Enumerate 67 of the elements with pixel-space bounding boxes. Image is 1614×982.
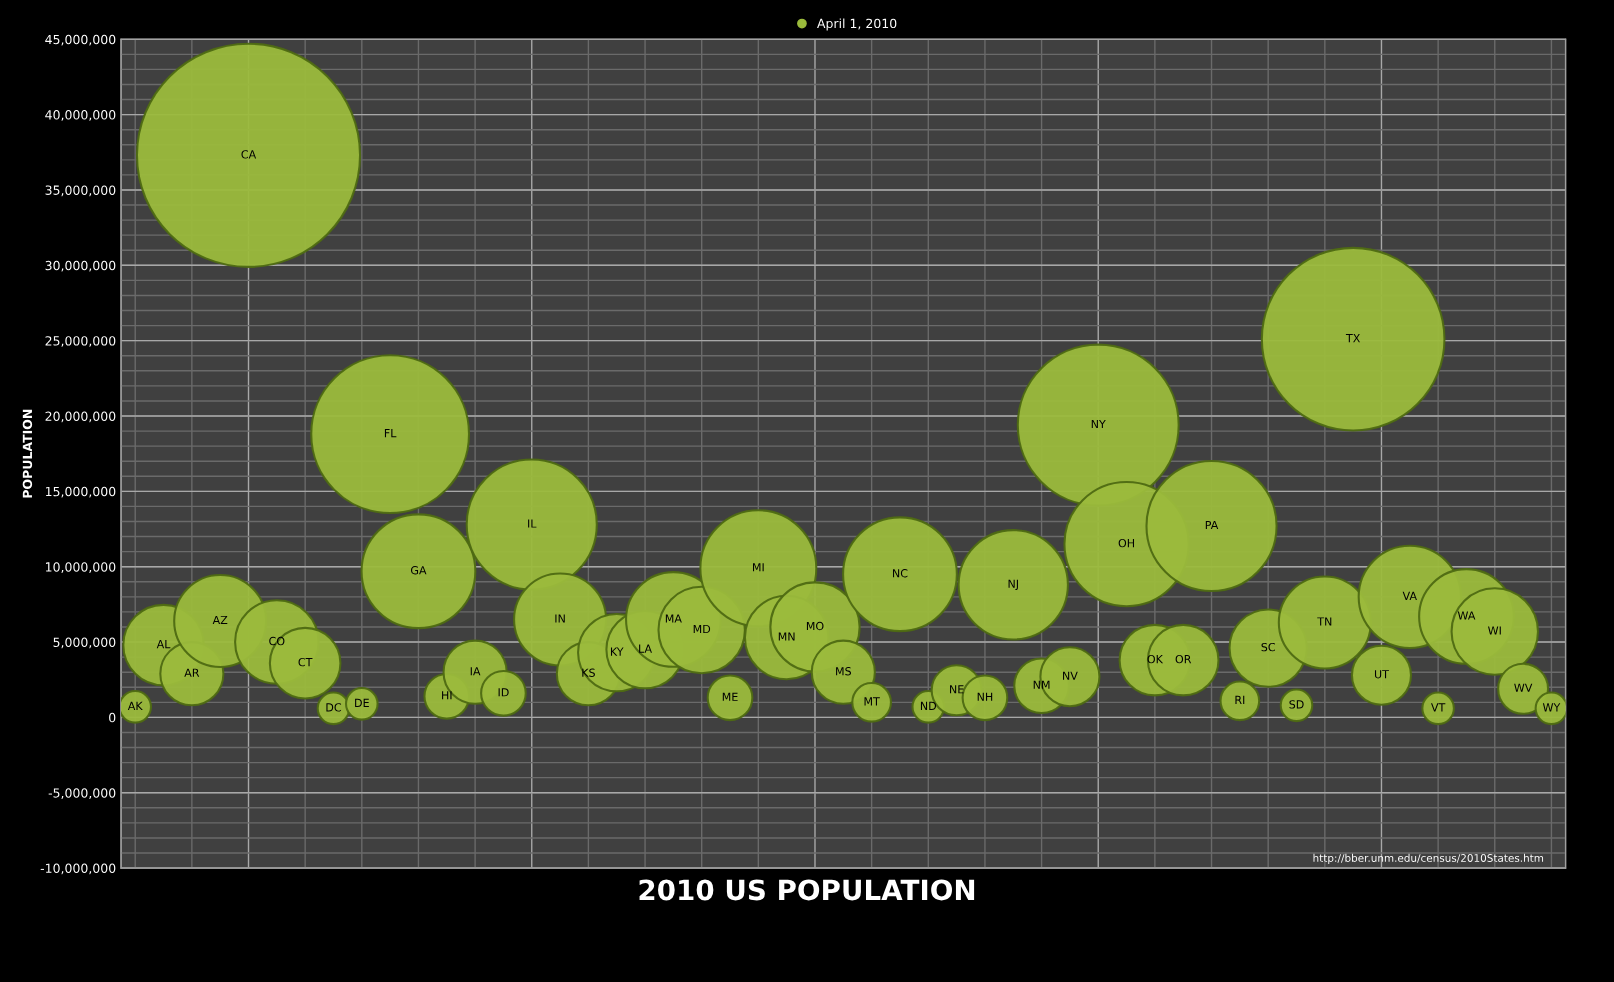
data-label: WI (1488, 626, 1501, 635)
data-label: PA (1205, 520, 1219, 530)
data-label: AK (127, 701, 143, 710)
data-label: NM (1033, 680, 1050, 689)
y-tick-label: 35,000,000 (45, 185, 116, 197)
data-label: WY (1542, 703, 1561, 712)
data-label: MS (836, 667, 852, 676)
data-label: MT (864, 697, 880, 706)
y-tick-label: -10,000,000 (40, 863, 116, 875)
data-label: AL (156, 640, 171, 649)
y-tick-label: 0 (109, 712, 116, 723)
data-label: ME (722, 692, 738, 701)
text: 2010 US POPULATION (639, 879, 975, 901)
data-label: WV (1514, 683, 1533, 692)
data-label: AR (184, 668, 200, 677)
data-label: ND (920, 701, 937, 710)
data-label: ID (498, 688, 509, 697)
data-label: KS (582, 668, 595, 677)
data-label: CA (241, 150, 257, 159)
data-label: RI (1235, 695, 1245, 704)
data-label: IL (528, 519, 537, 528)
data-label: NC (893, 569, 908, 578)
data-label: CO (269, 636, 285, 646)
y-tick-label: 10,000,000 (45, 562, 116, 573)
y-tick-label: 20,000,000 (45, 411, 116, 423)
data-label: OK (1147, 654, 1164, 664)
data-label: LA (639, 644, 652, 653)
data-label: GA (410, 566, 427, 575)
data-label: MA (665, 614, 682, 623)
y-tick-label: 30,000,000 (45, 260, 116, 272)
data-label: NJ (1008, 579, 1018, 591)
data-label: MI (753, 563, 764, 572)
data-label: SC (1261, 642, 1275, 652)
data-label: KY (610, 647, 624, 656)
data-label: TX (1345, 334, 1360, 343)
data-label: OH (1118, 538, 1135, 548)
y-tick-label: 15,000,000 (45, 486, 116, 498)
y-tick-label: 25,000,000 (45, 336, 116, 347)
data-label: MD (693, 624, 711, 634)
data-label: NE (950, 685, 964, 694)
y-tick-label: 45,000,000 (45, 34, 116, 46)
data-label: FL (384, 429, 397, 438)
data-label: HI (442, 691, 452, 700)
data-label: TN (1317, 617, 1332, 626)
data-label: OR (1175, 654, 1192, 664)
data-label: MO (806, 621, 824, 631)
data-label: MN (778, 632, 795, 641)
data-label: VA (1402, 591, 1417, 600)
data-label: UT (1374, 670, 1389, 679)
data-label: IA (470, 667, 481, 676)
data-label: VT (1431, 703, 1446, 712)
y-tick-label: -5,000,000 (48, 788, 116, 799)
data-label: SD (1289, 700, 1304, 709)
annotation: http://bber.unm.edu/census/2010States.htm (1313, 853, 1544, 864)
data-label: NV (1063, 671, 1078, 680)
y-axis-title: POPULATION (22, 409, 33, 498)
data-label: AZ (212, 615, 228, 625)
data-label: WA (1457, 611, 1476, 620)
data-label: DC (326, 703, 342, 712)
y-tick-label: 40,000,000 (45, 110, 116, 121)
data-label: DE (355, 698, 369, 707)
data-label: NY (1091, 420, 1106, 429)
legend-label: April 1, 2010 (817, 18, 897, 31)
data-label: NH (977, 692, 993, 701)
data-label: IN (555, 614, 565, 623)
y-tick-label: 5,000,000 (53, 637, 116, 649)
data-label: CT (298, 657, 313, 667)
